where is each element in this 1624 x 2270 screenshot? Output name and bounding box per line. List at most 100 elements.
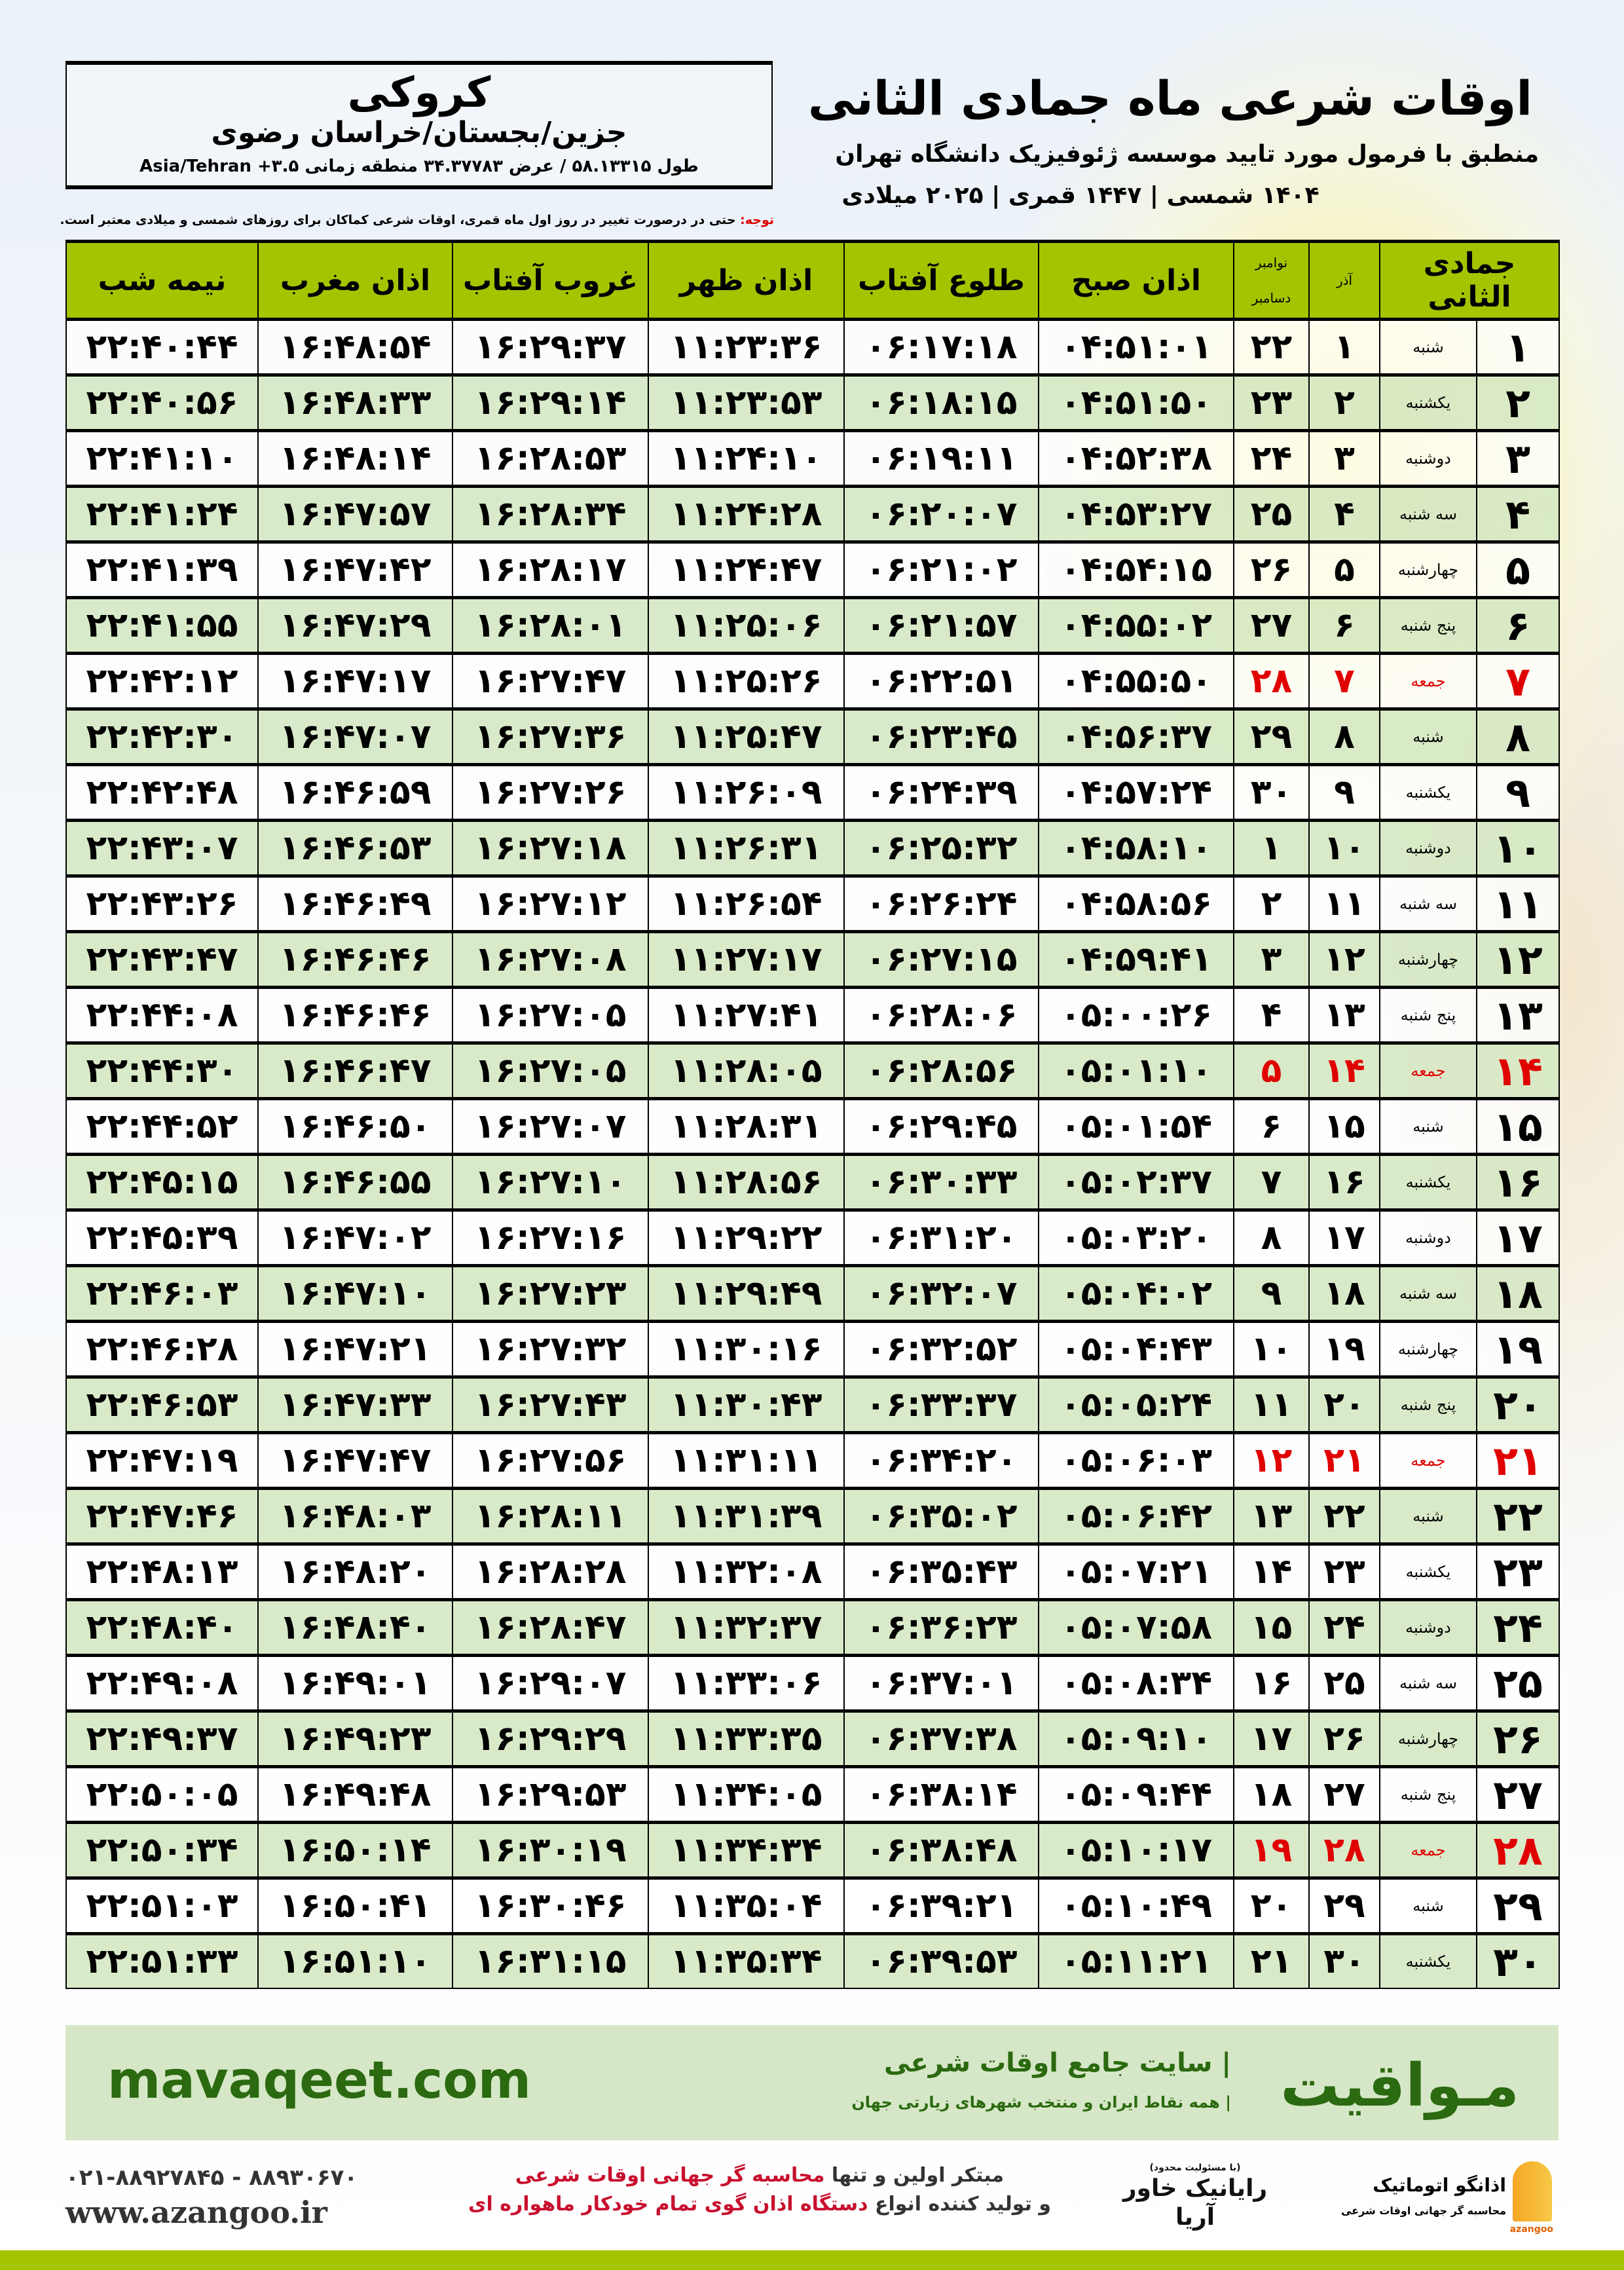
fajr-cell: ۰۵:۰۰:۲۶ — [1038, 986, 1234, 1044]
azar-day-cell: ۲ — [1308, 373, 1380, 432]
sunset-cell: ۱۶:۲۷:۱۰ — [452, 1153, 649, 1211]
weekday-cell: جمعه — [1378, 1431, 1478, 1489]
table-row: ۱۶ یکشنبه ۱۶ ۷ ۰۵:۰۲:۳۷ ۰۶:۳۰:۳۳ ۱۱:۲۸:۵۶ ۱۶:۲۷… — [65, 1153, 1560, 1211]
azar-day-cell: ۱۲ — [1308, 930, 1380, 988]
fajr-cell: ۰۴:۵۸:۱۰ — [1038, 819, 1234, 877]
azangoo-website[interactable]: www.azangoo.ir — [65, 2195, 327, 2230]
maghrib-cell: ۱۶:۴۹:۰۱ — [257, 1654, 453, 1712]
maghrib-cell: ۱۶:۴۸:۳۳ — [257, 373, 453, 432]
sunrise-cell: ۰۶:۲۸:۰۶ — [843, 986, 1039, 1044]
gregorian-day-cell: ۲۲ — [1233, 318, 1310, 376]
dhuhr-cell: ۱۱:۲۵:۲۶ — [648, 652, 845, 710]
azangoo-en: azangoo — [1509, 2224, 1553, 2235]
sunrise-cell: ۰۶:۳۱:۲۰ — [843, 1208, 1039, 1267]
midnight-cell: ۲۲:۵۱:۳۳ — [65, 1932, 259, 1989]
azar-day-cell: ۷ — [1308, 652, 1380, 710]
dhuhr-cell: ۱۱:۳۰:۱۶ — [648, 1320, 845, 1378]
sunset-cell: ۱۶:۲۷:۱۸ — [452, 819, 649, 877]
azar-day-cell: ۱۶ — [1308, 1153, 1380, 1211]
weekday-cell: دوشنبه — [1378, 429, 1478, 487]
maghrib-cell: ۱۶:۴۸:۰۳ — [257, 1487, 453, 1545]
header-sunrise: طلوع آفتاب — [843, 240, 1039, 320]
sunset-cell: ۱۶:۲۷:۰۸ — [452, 930, 649, 988]
azar-day-cell: ۲۹ — [1308, 1876, 1380, 1935]
fajr-cell: ۰۵:۰۲:۳۷ — [1038, 1153, 1234, 1211]
bottom-bar — [0, 2250, 1624, 2270]
day-cell: ۲۱ — [1476, 1431, 1560, 1489]
midnight-cell: ۲۲:۴۹:۳۷ — [65, 1709, 259, 1768]
day-cell: ۱۴ — [1476, 1041, 1560, 1100]
gregorian-day-cell: ۲۶ — [1233, 540, 1310, 599]
midnight-cell: ۲۲:۴۱:۲۴ — [65, 485, 259, 543]
sunset-cell: ۱۶:۲۸:۵۳ — [452, 429, 649, 487]
sunrise-cell: ۰۶:۲۲:۵۱ — [843, 652, 1039, 710]
gregorian-day-cell: ۱۵ — [1233, 1598, 1310, 1656]
day-cell: ۹ — [1476, 763, 1560, 821]
fajr-cell: ۰۵:۰۶:۰۳ — [1038, 1431, 1234, 1489]
maghrib-cell: ۱۶:۴۷:۰۷ — [257, 707, 453, 766]
maghrib-cell: ۱۶:۴۷:۲۱ — [257, 1320, 453, 1378]
day-cell: ۲۴ — [1476, 1598, 1560, 1656]
azar-day-cell: ۲۳ — [1308, 1542, 1380, 1601]
sunrise-cell: ۰۶:۲۸:۵۶ — [843, 1041, 1039, 1100]
table-row: ۱۵ شنبه ۱۵ ۶ ۰۵:۰۱:۵۴ ۰۶:۲۹:۴۵ ۱۱:۲۸:۳۱ ۱۶:۲۷:۰… — [65, 1097, 1560, 1155]
maghrib-cell: ۱۶:۴۸:۴۰ — [257, 1598, 453, 1656]
sunset-cell: ۱۶:۲۸:۴۷ — [452, 1598, 649, 1656]
maghrib-cell: ۱۶:۴۷:۱۰ — [257, 1264, 453, 1322]
weekday-cell: یکشنبه — [1378, 1932, 1478, 1989]
gregorian-day-cell: ۱۷ — [1233, 1709, 1310, 1768]
sunset-cell: ۱۶:۲۷:۴۷ — [452, 652, 649, 710]
sunset-cell: ۱۶:۲۷:۰۵ — [452, 986, 649, 1044]
weekday-cell: یکشنبه — [1378, 1542, 1478, 1601]
promo-line1-a: مبتکر اولین و تنها — [824, 2164, 1005, 2187]
gregorian-day-cell: ۱۴ — [1233, 1542, 1310, 1601]
table-row: ۳۰ یکشنبه ۳۰ ۲۱ ۰۵:۱۱:۲۱ ۰۶:۳۹:۵۳ ۱۱:۳۵:۳۴ ۱۶:۳… — [65, 1932, 1560, 1989]
promo-line2-b: دستگاه اذان گوی تمام خودکار ماهواره ای — [468, 2193, 868, 2216]
dhuhr-cell: ۱۱:۲۷:۴۱ — [648, 986, 845, 1044]
sunrise-cell: ۰۶:۲۱:۵۷ — [843, 596, 1039, 654]
day-cell: ۱۷ — [1476, 1208, 1560, 1267]
rayanik-sub: (با مسئولیت محدود) — [1149, 2163, 1241, 2173]
dhuhr-cell: ۱۱:۳۳:۳۵ — [648, 1709, 845, 1768]
mavaqeet-site[interactable]: mavaqeet.com — [107, 2051, 532, 2110]
table-row: ۵ چهارشنبه ۵ ۲۶ ۰۴:۵۴:۱۵ ۰۶:۲۱:۰۲ ۱۱:۲۴:۴۷ ۱۶:۲… — [65, 540, 1560, 599]
midnight-cell: ۲۲:۴۸:۱۳ — [65, 1542, 259, 1601]
day-cell: ۲۳ — [1476, 1542, 1560, 1601]
table-row: ۱۸ سه شنبه ۱۸ ۹ ۰۵:۰۴:۰۲ ۰۶:۳۲:۰۷ ۱۱:۲۹:۴۹ ۱۶:۲… — [65, 1264, 1560, 1322]
gregorian-day-cell: ۴ — [1233, 986, 1310, 1044]
weekday-cell: شنبه — [1378, 1097, 1478, 1155]
fajr-cell: ۰۴:۵۲:۳۸ — [1038, 429, 1234, 487]
promo-line2-a: و تولید کننده انواع — [868, 2193, 1051, 2216]
sunset-cell: ۱۶:۲۷:۰۵ — [452, 1041, 649, 1100]
header-maghrib: اذان مغرب — [257, 240, 453, 320]
fajr-cell: ۰۵:۱۱:۲۱ — [1038, 1932, 1234, 1989]
table-row: ۱۰ دوشنبه ۱۰ ۱ ۰۴:۵۸:۱۰ ۰۶:۲۵:۳۲ ۱۱:۲۶:۳۱ ۱۶:۲۷… — [65, 819, 1560, 877]
maghrib-cell: ۱۶:۴۶:۴۶ — [257, 930, 453, 988]
gregorian-day-cell: ۱۰ — [1233, 1320, 1310, 1378]
gregorian-day-cell: ۲۴ — [1233, 429, 1310, 487]
table-row: ۹ یکشنبه ۹ ۳۰ ۰۴:۵۷:۲۴ ۰۶:۲۴:۳۹ ۱۱:۲۶:۰۹ ۱۶:۲۷:… — [65, 763, 1560, 821]
gregorian-day-cell: ۱۸ — [1233, 1765, 1310, 1823]
dhuhr-cell: ۱۱:۲۷:۱۷ — [648, 930, 845, 988]
mosque-dome-icon — [1513, 2161, 1552, 2222]
weekday-cell: جمعه — [1378, 1821, 1478, 1879]
weekday-cell: یکشنبه — [1378, 373, 1478, 432]
promo-text: مبتکر اولین و تنها محاسبه گر جهانی اوقات… — [445, 2161, 1074, 2219]
weekday-cell: پنج شنبه — [1378, 1375, 1478, 1434]
maghrib-cell: ۱۶:۵۱:۱۰ — [257, 1932, 453, 1989]
maghrib-cell: ۱۶:۵۰:۴۱ — [257, 1876, 453, 1935]
azar-day-cell: ۳۰ — [1308, 1932, 1380, 1989]
dhuhr-cell: ۱۱:۲۴:۱۰ — [648, 429, 845, 487]
fajr-cell: ۰۴:۵۵:۰۲ — [1038, 596, 1234, 654]
weekday-cell: سه شنبه — [1378, 874, 1478, 933]
azar-day-cell: ۱۹ — [1308, 1320, 1380, 1378]
day-cell: ۲۷ — [1476, 1765, 1560, 1823]
table-row: ۲۶ چهارشنبه ۲۶ ۱۷ ۰۵:۰۹:۱۰ ۰۶:۳۷:۳۸ ۱۱:۳۳:۳۵ ۱۶… — [65, 1709, 1560, 1768]
midnight-cell: ۲۲:۴۴:۰۸ — [65, 986, 259, 1044]
weekday-cell: شنبه — [1378, 1487, 1478, 1545]
location-box: کروکی جزین/بجستان/خراسان رضوی طول ۵۸.۱۳۳… — [65, 61, 773, 189]
table-row: ۲۰ پنج شنبه ۲۰ ۱۱ ۰۵:۰۵:۲۴ ۰۶:۳۳:۳۷ ۱۱:۳۰:۴۳ ۱۶… — [65, 1375, 1560, 1434]
sunrise-cell: ۰۶:۲۷:۱۵ — [843, 930, 1039, 988]
table-row: ۲ یکشنبه ۲ ۲۳ ۰۴:۵۱:۵۰ ۰۶:۱۸:۱۵ ۱۱:۲۳:۵۳ ۱۶:۲۹:… — [65, 373, 1560, 432]
weekday-cell: شنبه — [1378, 318, 1478, 376]
